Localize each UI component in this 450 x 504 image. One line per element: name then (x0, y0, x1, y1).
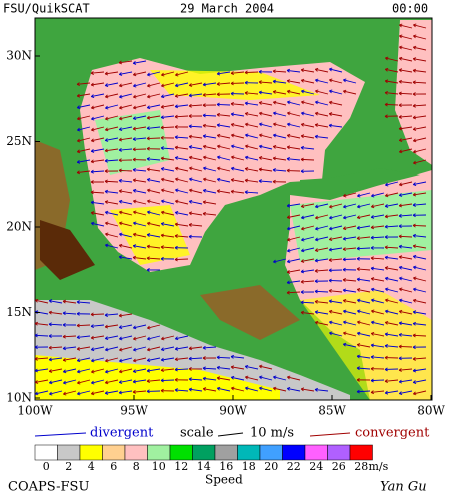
colorbar-label: 20 (264, 460, 278, 473)
color-swatch (35, 445, 58, 460)
colorbar-label: 26 (332, 460, 346, 473)
colorbar-label: 10 (152, 460, 166, 473)
wind-vector (301, 159, 314, 160)
wind-vector (329, 280, 342, 281)
lon-label: 95W (120, 404, 148, 418)
date-label: 29 March 2004 (180, 2, 274, 16)
color-swatch (215, 445, 238, 460)
color-swatch (238, 445, 261, 460)
legend: divergent scale 10 m/s convergent (35, 426, 430, 441)
colorbar-label: 22 (287, 460, 301, 473)
wind-vector (119, 170, 132, 171)
color-swatch (58, 445, 81, 460)
wind-vector (413, 225, 426, 226)
convergent-arrow (310, 433, 350, 436)
color-swatch (260, 445, 283, 460)
map-area (35, 18, 432, 400)
colorbar-label: 8 (133, 460, 140, 473)
colorbar-label: 18 (242, 460, 256, 473)
colorbar-label: 6 (110, 460, 117, 473)
wind-vector (91, 314, 104, 315)
wind-vector (161, 380, 174, 381)
wind-vector (399, 346, 412, 347)
color-swatch (305, 445, 328, 460)
color-swatch (170, 445, 193, 460)
lon-label: 90W (219, 404, 247, 418)
wind-vector (175, 259, 188, 260)
colorbar-label: 2 (65, 460, 72, 473)
author: Yan Gu (380, 480, 427, 495)
lat-label: 10N (6, 391, 32, 405)
wind-vector (343, 259, 356, 260)
colorbar-label: 24 (309, 460, 323, 473)
color-swatch (103, 445, 126, 460)
color-swatch (193, 445, 216, 460)
divergent-arrow (35, 433, 86, 436)
wind-vector (245, 72, 258, 73)
color-swatch (148, 445, 171, 460)
colorbar-unit: m/s (369, 460, 389, 473)
time-label: 00:00 (392, 2, 428, 16)
lat-label: 25N (6, 134, 32, 148)
colorbar-label: 16 (219, 460, 233, 473)
lat-label: 30N (6, 49, 32, 63)
wind-vector (385, 104, 398, 105)
colorbar-label: 28 (354, 460, 368, 473)
credit: COAPS-FSU (8, 480, 89, 495)
colorbar-label: 4 (88, 460, 95, 473)
divergent-label: divergent (90, 426, 154, 441)
color-swatch (125, 445, 148, 460)
lon-label: 80W (417, 404, 445, 418)
lon-label: 100W (17, 404, 53, 418)
color-swatch (328, 445, 351, 460)
color-swatch (350, 445, 373, 460)
lat-label: 15N (6, 305, 32, 319)
wind-vector (217, 104, 230, 105)
lat-label: 20N (6, 220, 32, 234)
wind-vector (147, 138, 160, 139)
color-swatch (80, 445, 103, 460)
convergent-label: convergent (355, 426, 430, 441)
lon-label: 85W (318, 404, 346, 418)
wind-vector (371, 380, 384, 381)
colorbar-title: Speed (205, 473, 243, 487)
colorbar-label: 12 (174, 460, 188, 473)
scale-value: 10 m/s (250, 426, 294, 441)
source-label: FSU/QuikSCAT (3, 2, 90, 16)
colorbar-label: 14 (197, 460, 211, 473)
scale-arrow (218, 433, 243, 436)
scale-label: scale (180, 426, 214, 441)
colorbar-label: 0 (43, 460, 50, 473)
color-swatch (283, 445, 306, 460)
